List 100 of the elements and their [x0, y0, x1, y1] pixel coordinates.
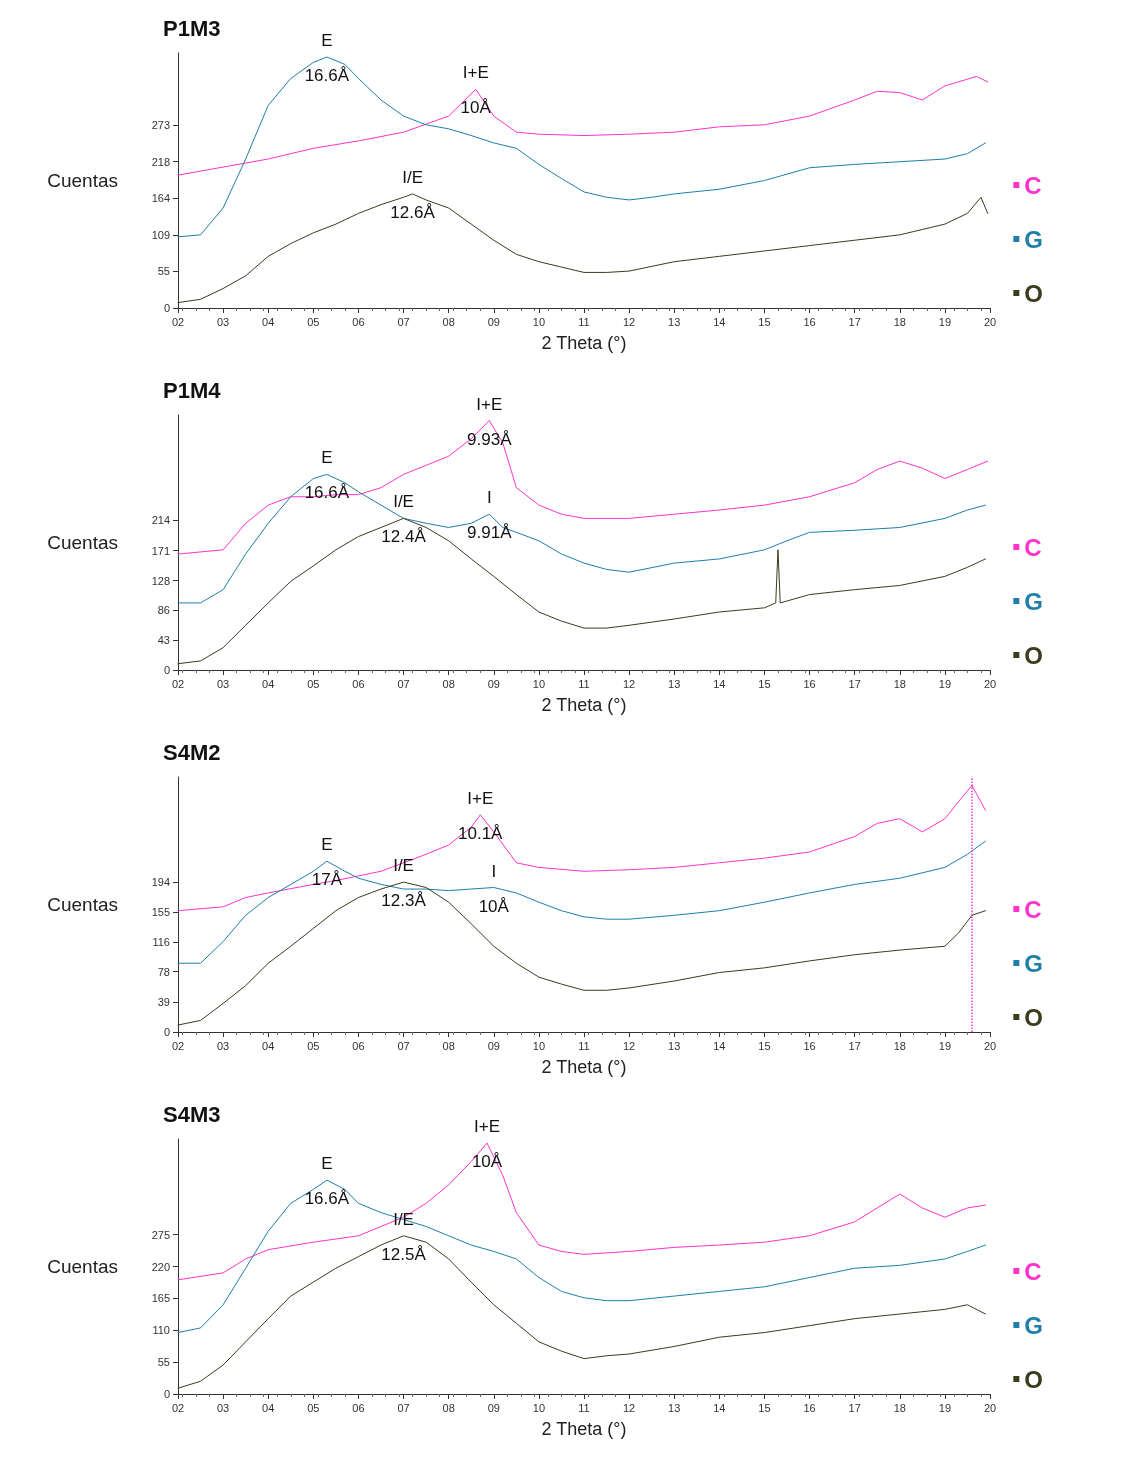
- x-tick-label: 16: [803, 677, 816, 690]
- y-tick-label: 214: [151, 514, 170, 527]
- line-series: [177, 56, 986, 238]
- x-tick-label: 18: [893, 677, 906, 690]
- x-tick-label: 08: [442, 1039, 455, 1052]
- x-tick-label: 02: [171, 677, 185, 690]
- x-tick-label: 18: [893, 1401, 906, 1414]
- x-axis-title: 2 Theta (°): [541, 1419, 627, 1439]
- x-tick-label: 13: [668, 1401, 681, 1414]
- x-tick-label: 18: [893, 315, 906, 328]
- x-axis-title: 2 Theta (°): [541, 1057, 627, 1077]
- x-tick-label: 02: [171, 1039, 185, 1052]
- legend-label: C: [1024, 171, 1042, 199]
- x-tick-label: 05: [307, 677, 320, 690]
- y-tick-label: 0: [163, 1026, 170, 1038]
- legend-label: G: [1024, 1311, 1043, 1339]
- legend-label: O: [1024, 1365, 1043, 1393]
- y-tick-label: 0: [163, 664, 170, 676]
- annotation: 16.6Å: [304, 1189, 350, 1209]
- annotation: 10Å: [478, 896, 510, 916]
- annotation: 12.6Å: [390, 202, 436, 222]
- line-series: [177, 473, 986, 604]
- annotation: I+E: [462, 63, 489, 83]
- y-tick-label: 164: [151, 191, 170, 204]
- x-tick-label: 02: [171, 315, 185, 328]
- x-tick-label: 03: [216, 315, 230, 328]
- line-series: [177, 1179, 986, 1334]
- x-tick-label: 06: [352, 1401, 365, 1414]
- annotation: 9.93Å: [467, 429, 513, 449]
- x-tick-label: 04: [262, 1039, 275, 1052]
- x-tick-label: 06: [352, 315, 365, 328]
- y-tick-label: 0: [163, 302, 170, 314]
- line-series: [177, 1235, 986, 1389]
- x-tick-label: 15: [758, 1039, 771, 1052]
- x-tick-label: 20: [983, 315, 997, 328]
- y-axis-title: Cuentas: [47, 532, 118, 553]
- x-tick-label: 16: [803, 1401, 816, 1414]
- y-tick-label: 218: [151, 155, 170, 168]
- line-series: [177, 840, 986, 964]
- line-series: [177, 420, 989, 555]
- x-tick-label: 08: [442, 677, 455, 690]
- x-tick-label: 16: [803, 315, 816, 328]
- annotation: I: [486, 488, 492, 508]
- chart-title: S4M3: [163, 1101, 221, 1127]
- x-tick-label: 04: [262, 677, 275, 690]
- x-tick-label: 10: [532, 315, 546, 328]
- x-tick-label: 12: [622, 1401, 636, 1414]
- annotation: I/E: [393, 492, 414, 512]
- x-tick-label: 10: [532, 1039, 546, 1052]
- y-tick-label: 0: [163, 1388, 170, 1400]
- legend-label: O: [1024, 641, 1043, 669]
- annotation: E: [321, 835, 333, 855]
- x-tick-label: 09: [487, 1401, 500, 1414]
- y-tick-label: 86: [157, 603, 170, 616]
- line-series: [177, 193, 989, 304]
- x-tick-label: 15: [758, 677, 771, 690]
- legend-label: G: [1024, 587, 1043, 615]
- x-tick-label: 19: [938, 677, 952, 690]
- annotation: 9.91Å: [467, 523, 513, 543]
- x-tick-label: 15: [758, 315, 771, 328]
- x-tick-label: 13: [668, 315, 681, 328]
- x-tick-label: 13: [668, 1039, 681, 1052]
- x-tick-label: 06: [352, 1039, 365, 1052]
- y-axis-title: Cuentas: [47, 1256, 118, 1277]
- annotation: 10.1Å: [458, 823, 504, 843]
- annotation: 12.3Å: [381, 891, 427, 911]
- x-tick-label: 09: [487, 1039, 500, 1052]
- x-tick-label: 07: [397, 677, 410, 690]
- annotation: E: [321, 1154, 333, 1174]
- x-tick-label: 10: [532, 1401, 546, 1414]
- x-tick-label: 05: [307, 315, 320, 328]
- y-axis-title: Cuentas: [47, 170, 118, 191]
- y-tick-label: 273: [151, 118, 170, 131]
- x-tick-label: 12: [622, 1039, 636, 1052]
- y-tick-label: 155: [151, 906, 170, 919]
- legend-label: C: [1024, 1257, 1042, 1285]
- annotation: I+E: [467, 788, 494, 808]
- x-tick-label: 17: [848, 677, 861, 690]
- x-tick-label: 17: [848, 1401, 861, 1414]
- annotation: 10Å: [460, 98, 492, 118]
- annotation: 16.6Å: [304, 66, 350, 86]
- x-tick-label: 11: [578, 315, 590, 328]
- legend-label: G: [1024, 225, 1043, 253]
- x-tick-label: 11: [578, 677, 590, 690]
- x-tick-label: 04: [262, 1401, 275, 1414]
- annotation: 10Å: [471, 1152, 503, 1172]
- y-tick-label: 128: [151, 574, 170, 587]
- x-tick-label: 04: [262, 315, 275, 328]
- y-tick-label: 171: [151, 544, 170, 557]
- annotation: E: [321, 448, 333, 468]
- y-tick-label: 109: [151, 228, 170, 241]
- x-tick-label: 14: [713, 1039, 726, 1052]
- chart-title: S4M2: [163, 739, 221, 765]
- x-tick-label: 07: [397, 315, 410, 328]
- x-tick-label: 09: [487, 677, 500, 690]
- x-tick-label: 20: [983, 1039, 997, 1052]
- y-tick-label: 275: [151, 1228, 170, 1241]
- y-tick-label: 110: [152, 1324, 170, 1337]
- annotation: 12.5Å: [381, 1244, 427, 1264]
- x-tick-label: 03: [216, 1039, 230, 1052]
